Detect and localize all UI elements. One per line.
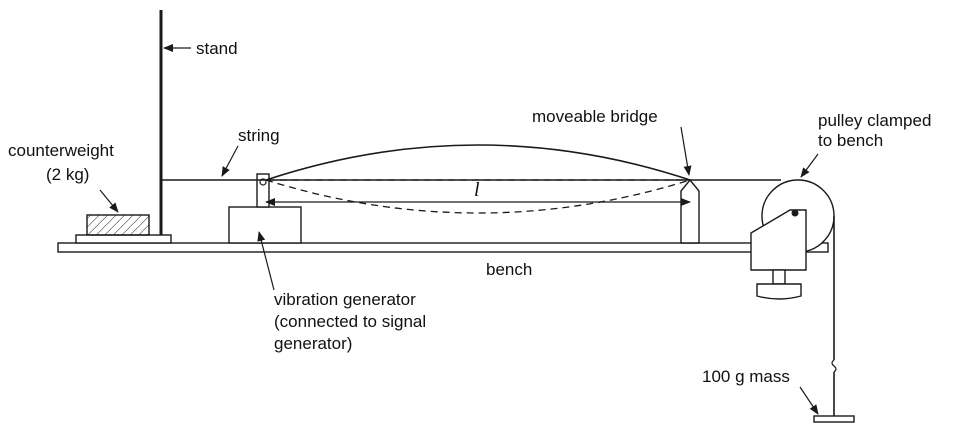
pulley-pointer	[800, 153, 819, 178]
pulley-label-2: to bench	[818, 131, 883, 150]
vibration-generator	[228, 173, 302, 244]
stand-label: stand	[196, 39, 238, 58]
bridge-pointer	[680, 126, 692, 176]
vibration-generator-label: vibration generator	[274, 290, 416, 309]
mass	[813, 415, 855, 423]
counterweight-pointer	[99, 189, 119, 213]
mass-label: 100 g mass	[702, 367, 790, 386]
counterweight	[75, 214, 172, 244]
vibration-generator-pointer	[257, 231, 275, 291]
vibration-generator-label-2: (connected to signal	[274, 312, 426, 331]
hook	[831, 359, 837, 416]
mass-pointer	[799, 386, 819, 415]
moveable-bridge-label: moveable bridge	[532, 107, 658, 126]
string-label: string	[238, 126, 280, 145]
moveable-bridge	[680, 178, 700, 244]
length-label: l	[474, 179, 480, 201]
wave-upper	[265, 144, 691, 181]
string-pointer	[221, 145, 239, 177]
counterweight-label: counterweight	[8, 141, 114, 160]
bench	[57, 242, 829, 253]
counterweight-mass-label: (2 kg)	[46, 165, 89, 184]
bench-label: bench	[486, 260, 532, 279]
pulley	[750, 179, 835, 300]
vibration-generator-label-3: generator)	[274, 334, 352, 353]
pulley-label: pulley clamped	[818, 111, 931, 130]
